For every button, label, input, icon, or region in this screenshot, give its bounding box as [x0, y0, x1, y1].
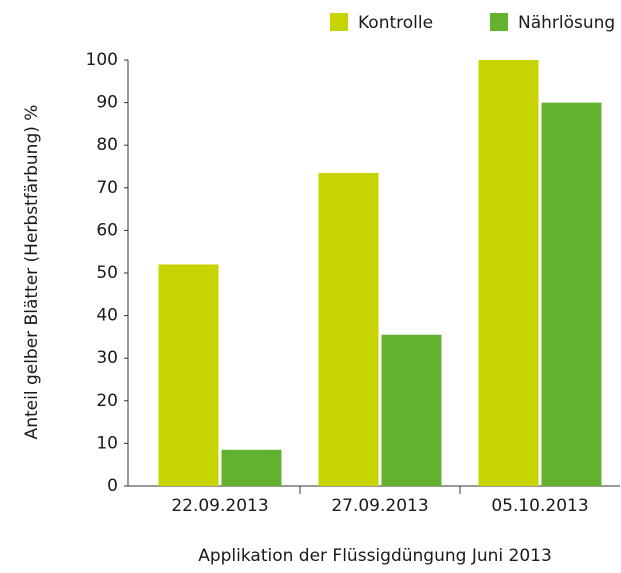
- legend-label: Nährlösung: [518, 13, 615, 33]
- x-tick-label: 27.09.2013: [331, 496, 428, 516]
- y-tick-label: 30: [96, 348, 118, 368]
- bar: [381, 334, 442, 486]
- y-tick-label: 50: [96, 263, 118, 283]
- y-tick-label: 100: [86, 50, 118, 70]
- bar: [541, 102, 602, 486]
- y-tick-label: 40: [96, 306, 118, 326]
- y-tick-label: 10: [96, 433, 118, 453]
- y-axis-label: Anteil gelber Blätter (Herbstfärbung) %: [22, 105, 42, 440]
- bar: [478, 60, 539, 486]
- bar: [221, 449, 282, 486]
- legend-swatch: [490, 13, 508, 31]
- x-tick-label: 22.09.2013: [171, 496, 268, 516]
- legend-label: Kontrolle: [358, 13, 433, 33]
- y-tick-label: 70: [96, 178, 118, 198]
- y-tick-label: 90: [96, 93, 118, 113]
- y-tick-label: 20: [96, 391, 118, 411]
- y-tick-label: 60: [96, 220, 118, 240]
- bar: [158, 264, 219, 486]
- legend-swatch: [330, 13, 348, 31]
- y-tick-label: 80: [96, 135, 118, 155]
- bar: [318, 172, 379, 486]
- x-tick-label: 05.10.2013: [491, 496, 588, 516]
- y-tick-label: 0: [107, 476, 118, 496]
- x-axis-label: Applikation der Flüssigdüngung Juni 2013: [198, 546, 552, 566]
